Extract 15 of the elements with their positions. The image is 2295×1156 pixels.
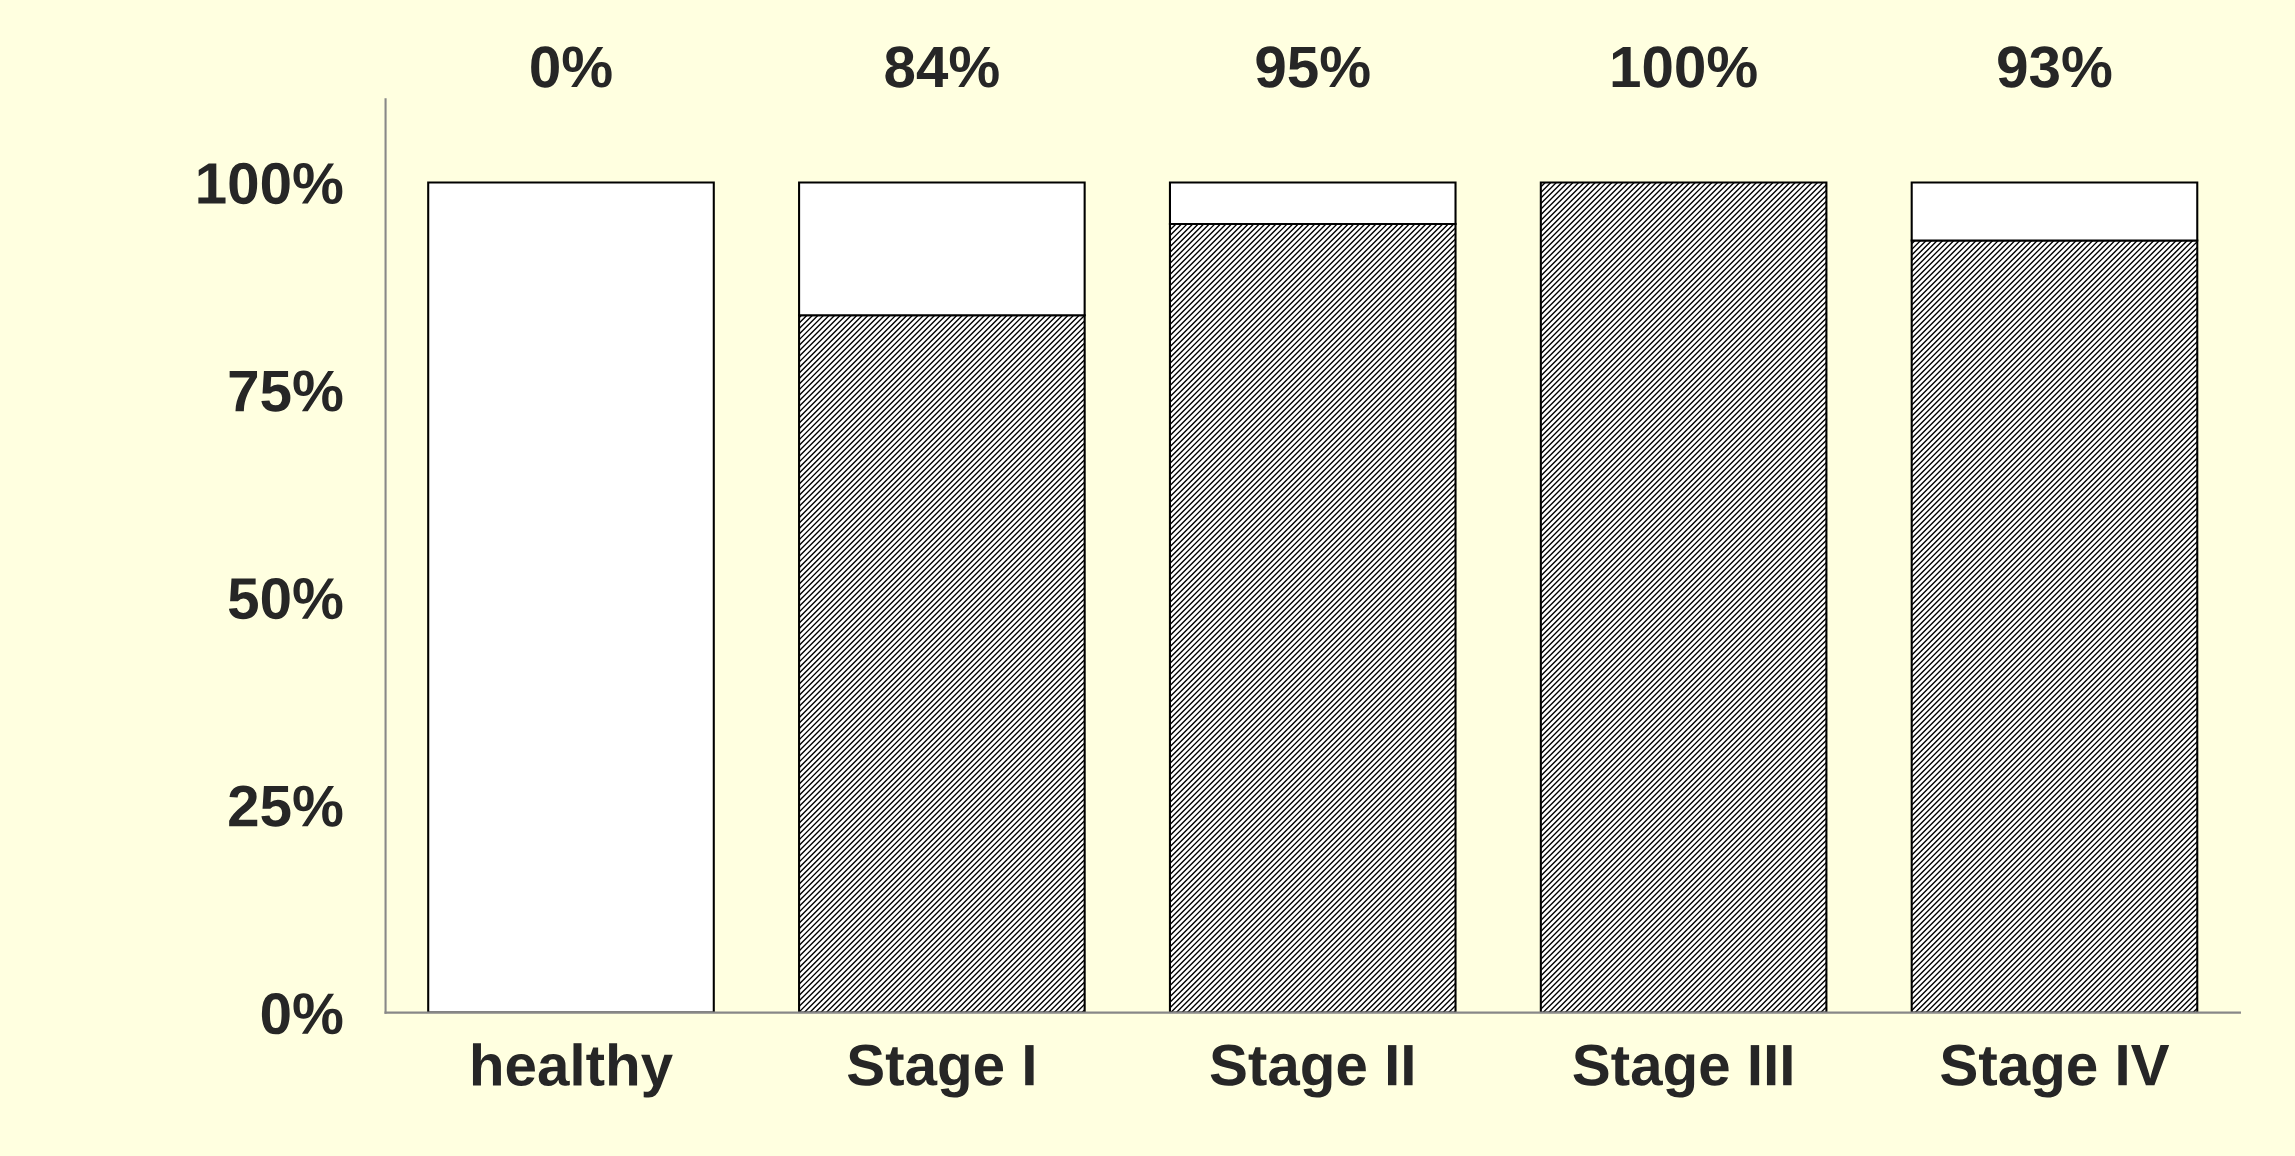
y-tick-label: 100% xyxy=(198,162,343,205)
y-tick-label: 25% xyxy=(229,785,343,827)
y-tick-label: 75% xyxy=(229,370,343,412)
x-tick-label: Stage II xyxy=(1210,1044,1413,1098)
y-tick-label: 50% xyxy=(228,577,343,620)
text: 100% xyxy=(1612,46,1757,88)
x-tick-label: Stage III xyxy=(1573,1044,1792,1098)
x-tick-label: Stage I xyxy=(847,1044,1034,1098)
text: 0% xyxy=(531,46,612,88)
y-tick-label: 0% xyxy=(261,993,343,1035)
text: 93% xyxy=(1998,46,2112,88)
x-tick-label: Stage IV xyxy=(1941,1044,2170,1098)
x-tick-label: healthy xyxy=(472,1043,673,1098)
text: 84% xyxy=(885,46,999,88)
text: 95% xyxy=(1256,46,1370,88)
